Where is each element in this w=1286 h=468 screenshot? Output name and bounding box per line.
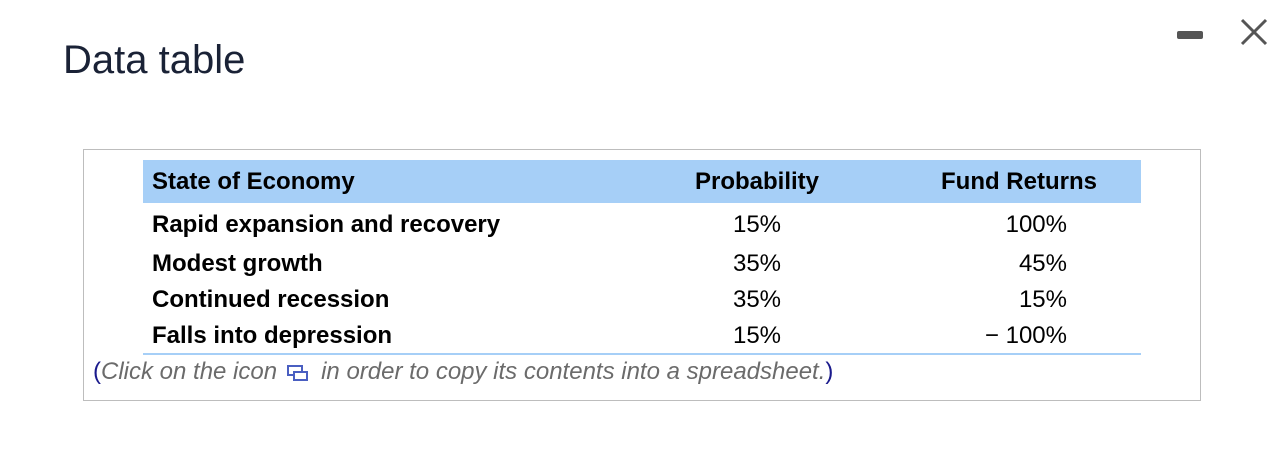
column-header: Fund Returns	[941, 168, 1097, 195]
column-header: Probability	[694, 168, 820, 195]
close-button[interactable]	[1236, 14, 1272, 50]
table-cell: − 100%	[984, 322, 1067, 349]
note: (Click on the icon in order to copy its c…	[93, 360, 833, 384]
row-label: Continued recession	[152, 286, 390, 313]
table-cell: 45%	[1018, 250, 1067, 277]
note-paren: )	[825, 358, 834, 385]
row-label: Modest growth	[152, 250, 323, 277]
table-cell: 15%	[1018, 286, 1067, 313]
table-cell: 35%	[732, 286, 782, 313]
table-cell: 15%	[732, 322, 782, 349]
table-cell: 15%	[732, 211, 782, 238]
table-cell: 100%	[1005, 211, 1067, 238]
row-label: Falls into depression	[152, 322, 393, 349]
copy-icon[interactable]	[287, 364, 309, 382]
row-label: Rapid expansion and recovery	[152, 211, 501, 238]
column-header: State of Economy	[152, 168, 355, 195]
table-cell: 35%	[732, 250, 782, 277]
header-row	[143, 160, 1141, 203]
note-paren: (	[93, 358, 101, 385]
dialog-title: Data table	[63, 38, 246, 82]
note-text: in order to copy its contents into a spr…	[321, 358, 826, 385]
note-text: Click on the icon	[101, 358, 278, 385]
minimize-button[interactable]	[1177, 31, 1203, 39]
table-rule	[143, 353, 1141, 355]
table-frame	[83, 149, 1201, 401]
